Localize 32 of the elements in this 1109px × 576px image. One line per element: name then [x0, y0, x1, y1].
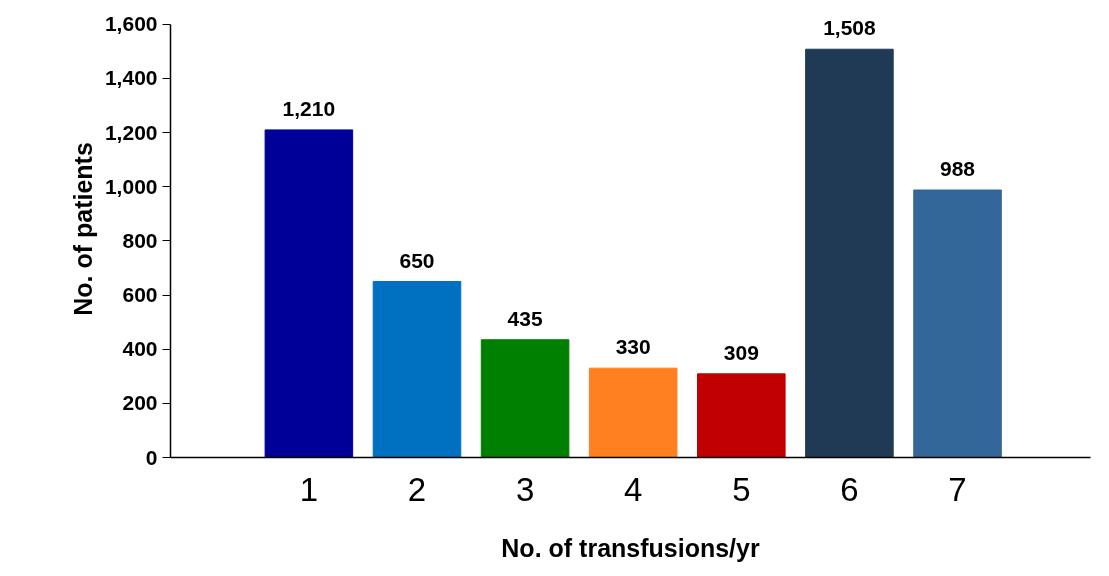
x-tick-label: 1 [299, 470, 319, 508]
data-label: 988 [940, 157, 976, 181]
y-tick-label: 400 [122, 337, 158, 361]
y-tick-label: 1,000 [104, 174, 158, 198]
y-tick-label: 1,200 [104, 120, 158, 144]
x-tick-label: 5 [732, 470, 751, 508]
x-tick-label: 4 [624, 470, 643, 508]
bar [480, 339, 570, 458]
bar [913, 189, 1002, 458]
bar [697, 373, 786, 458]
data-label: 435 [507, 306, 543, 330]
x-tick-label: 6 [840, 470, 859, 508]
y-axis-title: No. of patients [68, 142, 97, 316]
bar [264, 129, 354, 458]
y-tick-label: 800 [122, 228, 158, 252]
y-tick-label: 600 [122, 283, 158, 307]
bar [805, 48, 894, 458]
y-tick-label: 0 [145, 445, 158, 469]
x-tick-label: 7 [948, 470, 967, 508]
data-label: 330 [615, 335, 651, 359]
x-axis-title: No. of transfusions/yr [501, 533, 760, 562]
x-tick-label: 2 [407, 470, 427, 508]
bar [372, 281, 462, 458]
data-label: 1,508 [823, 16, 877, 40]
y-tick-label: 1,600 [104, 12, 158, 36]
y-tick-label: 1,400 [104, 66, 158, 90]
data-label: 1,210 [282, 96, 336, 120]
y-tick-label: 200 [122, 391, 158, 415]
bar [588, 367, 678, 458]
data-label: 650 [399, 248, 435, 272]
x-tick-label: 3 [515, 470, 535, 508]
data-label: 309 [723, 340, 759, 364]
